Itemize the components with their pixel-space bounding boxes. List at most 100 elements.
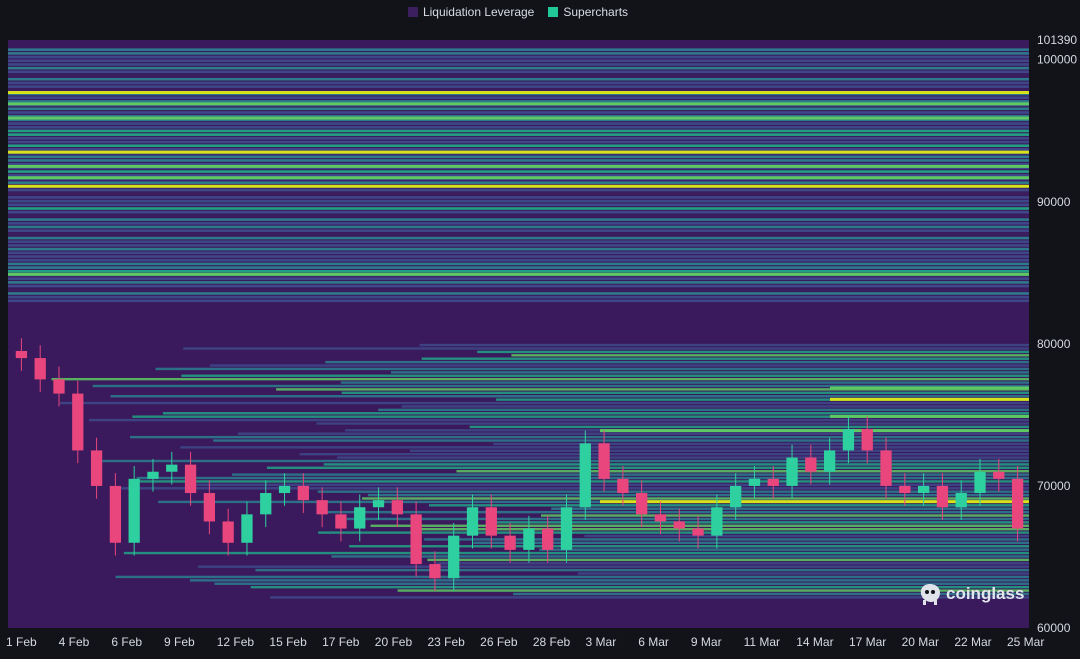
heat-band: [8, 85, 1029, 88]
candle-body: [993, 471, 1005, 479]
candle-body: [15, 350, 28, 359]
candle-body: [523, 528, 535, 550]
heat-band: [8, 284, 1029, 288]
candle-body: [147, 471, 159, 479]
candle-body: [184, 464, 197, 494]
heat-band: [8, 66, 1029, 70]
heat-band: [349, 545, 1030, 548]
x-axis: 1 Feb 4 Feb 6 Feb 9 Feb 12 Feb 15 Feb 17 Feb 20…: [6, 635, 1044, 649]
legend-item-supercharts[interactable]: Supercharts: [548, 5, 628, 19]
heat-band: [8, 255, 1029, 258]
x-tick-label: 1 Feb: [6, 635, 37, 649]
heat-band: [401, 405, 1030, 408]
heat-band: [340, 381, 1029, 384]
heat-band: [429, 504, 1030, 507]
heat-band: [8, 133, 1029, 136]
heat-band: [325, 360, 1029, 364]
x-tick-label: 9 Feb: [164, 635, 195, 649]
heat-band: [540, 514, 1029, 517]
heat-band: [390, 371, 1030, 374]
x-tick-label: 25 Mar: [1007, 635, 1044, 649]
heat-band: [513, 592, 1029, 596]
legend-label-supercharts: Supercharts: [563, 5, 629, 19]
heat-band-bright: [8, 176, 1029, 180]
candle-body: [767, 478, 779, 486]
candle-body: [673, 521, 685, 529]
heat-band: [198, 565, 1030, 568]
heat-band: [8, 207, 1029, 210]
heat-band: [8, 262, 1029, 266]
heat-band: [8, 107, 1029, 111]
heat-band: [92, 384, 1030, 388]
candle-body: [466, 507, 479, 536]
heat-band: [367, 493, 1029, 497]
heat-band: [158, 500, 1029, 504]
watermark-text: coinglass: [946, 584, 1024, 603]
heat-band: [8, 247, 1029, 251]
heat-band: [551, 507, 1029, 510]
heat-band: [8, 236, 1029, 240]
candle-body: [72, 393, 84, 451]
heat-band-bright: [830, 386, 1029, 390]
heat-band: [191, 483, 1030, 487]
heat-band: [318, 531, 1029, 534]
heat-band: [8, 63, 1029, 66]
candle-body: [391, 500, 403, 515]
heat-band: [110, 395, 1029, 398]
candle-body: [297, 485, 309, 501]
candle-body: [128, 478, 140, 543]
heat-band: [102, 459, 1029, 463]
heat-band: [8, 118, 1029, 122]
candle-body: [90, 450, 103, 486]
heat-band: [8, 196, 1029, 199]
heat-band: [8, 221, 1029, 225]
heat-band: [8, 122, 1029, 125]
heat-band-bright: [8, 164, 1029, 168]
x-tick-label: 11 Mar: [744, 635, 780, 649]
heat-band: [132, 415, 1029, 418]
heat-band: [337, 456, 1030, 459]
heat-band: [162, 412, 1030, 415]
heat-band: [317, 490, 1029, 493]
heat-band: [370, 524, 1029, 527]
y-tick-label: 90000: [1037, 195, 1071, 209]
candle-body: [730, 485, 742, 508]
candle-body: [842, 429, 855, 451]
heat-band: [8, 210, 1029, 214]
candle-body: [410, 514, 422, 565]
heat-band: [8, 140, 1029, 144]
heat-band: [8, 74, 1029, 77]
x-tick-label: 6 Mar: [638, 635, 669, 649]
candle-body: [429, 564, 441, 579]
y-tick-label: 101390: [1037, 33, 1077, 47]
y-tick-label: 60000: [1037, 621, 1071, 635]
heat-band: [8, 159, 1029, 162]
heat-band: [8, 70, 1029, 74]
heat-band: [8, 89, 1029, 92]
heat-band-bright: [8, 150, 1029, 154]
candle-body: [448, 535, 460, 579]
heat-band: [493, 442, 1029, 446]
heat-band: [8, 229, 1029, 232]
heat-band-bright: [8, 102, 1029, 106]
candle-body: [260, 493, 272, 515]
heat-band: [8, 173, 1029, 177]
heat-band: [8, 199, 1029, 203]
heat-band-bright: [8, 184, 1029, 188]
x-tick-label: 12 Feb: [217, 635, 255, 649]
heat-band: [8, 266, 1029, 269]
heat-band: [250, 585, 1029, 589]
heat-band-bright: [600, 500, 1029, 504]
heat-band: [469, 425, 1029, 429]
heat-band: [410, 449, 1029, 452]
heat-band: [115, 575, 1029, 579]
x-tick-label: 4 Feb: [59, 635, 90, 649]
heat-band: [8, 111, 1029, 114]
heat-band: [341, 391, 1029, 395]
heat-band: [8, 77, 1029, 81]
legend-item-liquidation-leverage[interactable]: Liquidation Leverage: [407, 5, 534, 19]
candle-body: [598, 443, 610, 479]
heat-band-bright: [830, 414, 1029, 418]
x-tick-label: 20 Feb: [375, 635, 413, 649]
